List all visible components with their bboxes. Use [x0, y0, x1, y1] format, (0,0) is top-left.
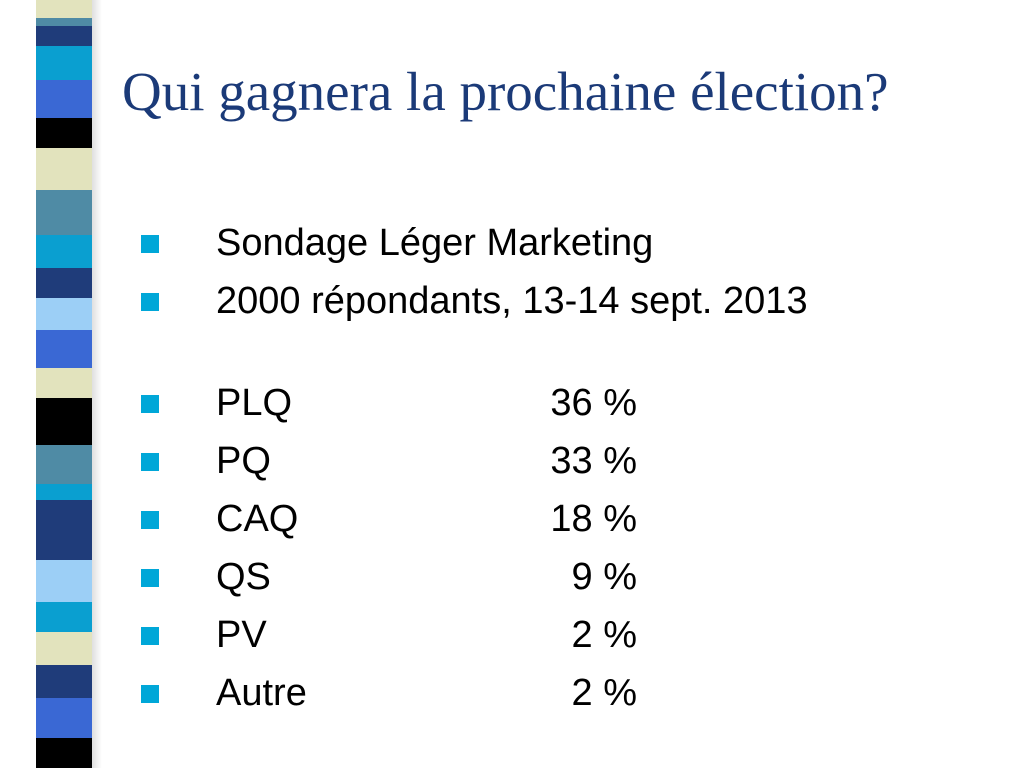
party-name: PLQ: [216, 382, 293, 424]
stripe-block: [36, 632, 92, 665]
square-bullet-icon: [141, 235, 159, 253]
party-name: Autre: [216, 672, 307, 714]
party-percentage: 9 %: [571, 556, 637, 598]
stripe-block: [36, 484, 92, 500]
party-percentage: 2 %: [571, 672, 637, 714]
stripe-block: [36, 330, 92, 368]
stripe-block: [36, 698, 92, 738]
party-percentage: 18 %: [550, 498, 637, 540]
square-bullet-icon: [141, 627, 159, 645]
stripe-block: [36, 268, 92, 298]
party-name: PQ: [216, 440, 271, 482]
stripe-block: [36, 46, 92, 80]
stripe-block: [36, 500, 92, 560]
square-bullet-icon: [141, 395, 159, 413]
decorative-stripe: [0, 0, 115, 768]
stripe-block: [36, 602, 92, 632]
stripe-block: [36, 80, 92, 118]
stripe-block: [36, 235, 92, 268]
square-bullet-icon: [141, 685, 159, 703]
stripe-block: [36, 665, 92, 698]
stripe-block: [36, 148, 92, 190]
intro-text: 2000 répondants, 13-14 sept. 2013: [216, 280, 808, 322]
stripe-block: [36, 0, 92, 18]
party-percentage: 36 %: [550, 382, 637, 424]
intro-text: Sondage Léger Marketing: [216, 222, 654, 264]
stripe-block: [36, 738, 92, 768]
stripe-block: [36, 368, 92, 398]
party-percentage: 33 %: [550, 440, 637, 482]
party-name: CAQ: [216, 498, 299, 540]
party-name: PV: [216, 614, 267, 656]
stripe-block: [36, 560, 92, 602]
stripe-block: [36, 445, 92, 484]
stripe-block: [36, 26, 92, 46]
party-percentage: 2 %: [571, 614, 637, 656]
square-bullet-icon: [141, 453, 159, 471]
square-bullet-icon: [141, 511, 159, 529]
square-bullet-icon: [141, 293, 159, 311]
party-name: QS: [216, 556, 271, 598]
stripe-block: [36, 398, 92, 445]
stripe-block: [36, 298, 92, 330]
stripe-block: [36, 118, 92, 148]
stripe-block: [36, 18, 92, 26]
stripe-block: [36, 190, 92, 235]
square-bullet-icon: [141, 569, 159, 587]
slide-title: Qui gagnera la prochaine élection?: [122, 61, 889, 122]
